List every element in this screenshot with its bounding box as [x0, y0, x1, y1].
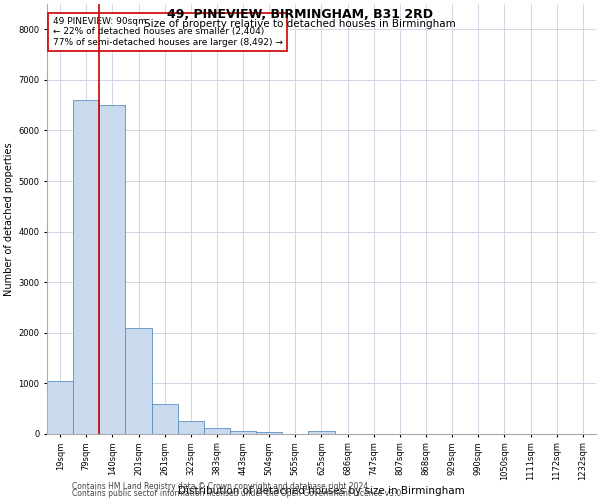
- Bar: [125, 328, 152, 434]
- Bar: [47, 380, 73, 434]
- Y-axis label: Number of detached properties: Number of detached properties: [4, 142, 14, 296]
- Bar: [73, 100, 100, 434]
- Bar: [230, 430, 256, 434]
- Bar: [256, 432, 282, 434]
- Text: Contains HM Land Registry data © Crown copyright and database right 2024.: Contains HM Land Registry data © Crown c…: [72, 482, 371, 491]
- Bar: [308, 431, 335, 434]
- Text: 49 PINEVIEW: 90sqm
← 22% of detached houses are smaller (2,404)
77% of semi-deta: 49 PINEVIEW: 90sqm ← 22% of detached hou…: [53, 17, 283, 47]
- Bar: [178, 421, 204, 434]
- Text: Size of property relative to detached houses in Birmingham: Size of property relative to detached ho…: [144, 19, 456, 29]
- Bar: [152, 404, 178, 434]
- Text: 49, PINEVIEW, BIRMINGHAM, B31 2RD: 49, PINEVIEW, BIRMINGHAM, B31 2RD: [167, 8, 433, 20]
- Bar: [100, 105, 125, 434]
- Text: Contains public sector information licensed under the Open Government Licence v3: Contains public sector information licen…: [72, 490, 404, 498]
- Bar: [204, 428, 230, 434]
- X-axis label: Distribution of detached houses by size in Birmingham: Distribution of detached houses by size …: [178, 486, 465, 496]
